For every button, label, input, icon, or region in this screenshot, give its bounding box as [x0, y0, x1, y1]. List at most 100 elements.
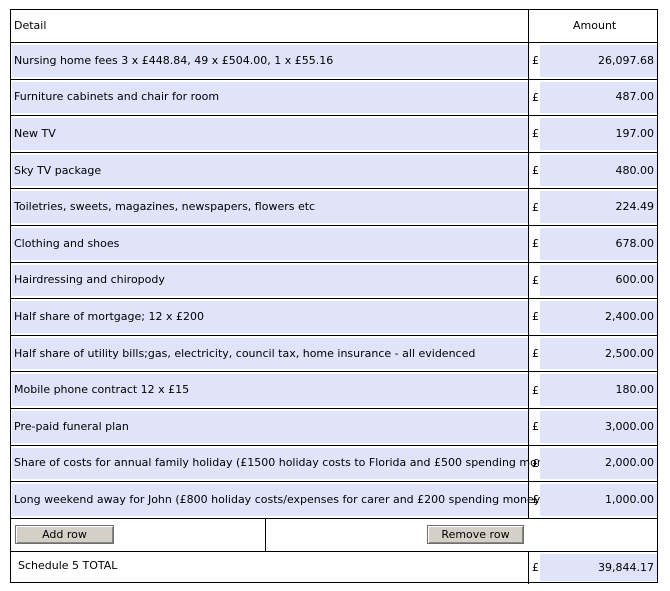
detail-field[interactable]: Nursing home fees 3 x £448.84, 49 x £504…	[12, 45, 529, 77]
total-amount-field: 39,844.17	[540, 554, 657, 581]
detail-text: Half share of utility bills;gas, electri…	[14, 346, 476, 360]
amount-field[interactable]: 487.00	[540, 81, 657, 114]
row-divider	[11, 261, 657, 263]
currency-symbol: £	[532, 383, 539, 397]
amount-field[interactable]: 180.00	[540, 374, 657, 406]
row-divider	[11, 481, 657, 483]
table-row: Hairdressing and chiropody £600.00	[11, 263, 657, 300]
currency-symbol: £	[532, 347, 539, 361]
row-divider	[11, 115, 657, 117]
amount-field[interactable]: 197.00	[540, 118, 657, 150]
table-row: Nursing home fees 3 x £448.84, 49 x £504…	[11, 43, 657, 80]
table-row: Long weekend away for John (£800 holiday…	[11, 482, 657, 519]
detail-text: Furniture cabinets and chair for room	[14, 90, 220, 104]
detail-text: Share of costs for annual family holiday…	[14, 456, 562, 470]
row-divider	[11, 334, 657, 336]
amount-value: 600.00	[615, 273, 655, 287]
detail-text: Toiletries, sweets, magazines, newspaper…	[14, 200, 316, 214]
detail-field[interactable]: Half share of mortgage; 12 x £200	[12, 301, 529, 333]
total-currency-symbol: £	[532, 561, 539, 574]
currency-symbol: £	[532, 420, 539, 434]
detail-field[interactable]: Mobile phone contract 12 x £15	[12, 374, 529, 406]
currency-symbol: £	[532, 164, 539, 178]
detail-text: Hairdressing and chiropody	[14, 273, 165, 287]
row-divider	[11, 407, 657, 409]
detail-text: Clothing and shoes	[14, 236, 120, 250]
table-row: Mobile phone contract 12 x £15 £180.00	[11, 372, 657, 409]
detail-field[interactable]: Hairdressing and chiropody	[12, 264, 529, 297]
detail-text: Pre-paid funeral plan	[14, 419, 129, 433]
total-divider	[11, 551, 657, 552]
detail-text: Nursing home fees 3 x £448.84, 49 x £504…	[14, 53, 334, 67]
row-divider	[11, 444, 657, 446]
detail-field[interactable]: Share of costs for annual family holiday…	[12, 447, 561, 480]
detail-field[interactable]: Sky TV package	[12, 154, 529, 187]
detail-text: Mobile phone contract 12 x £15	[14, 383, 190, 397]
amount-field[interactable]: 2,400.00	[540, 301, 657, 333]
currency-symbol: £	[532, 456, 539, 470]
amount-field[interactable]: 678.00	[540, 228, 657, 260]
detail-text: Long weekend away for John (£800 holiday…	[14, 492, 545, 506]
total-amount: 39,844.17	[598, 561, 654, 574]
amount-value: 1,000.00	[605, 492, 654, 506]
total-label: Schedule 5 TOTAL	[18, 559, 118, 572]
amount-value: 487.00	[615, 90, 655, 104]
row-divider	[11, 224, 657, 226]
detail-field[interactable]: Furniture cabinets and chair for room	[12, 81, 529, 114]
table-row: Toiletries, sweets, magazines, newspaper…	[11, 189, 657, 226]
currency-symbol: £	[532, 127, 539, 141]
schedule-table: Detail Amount Nursing home fees 3 x £448…	[10, 9, 658, 584]
detail-column-header: Detail	[14, 19, 47, 32]
currency-symbol: £	[532, 54, 539, 68]
amount-value: 26,097.68	[598, 53, 654, 67]
button-row-divider	[265, 518, 266, 551]
row-divider	[11, 151, 657, 153]
add-row-button[interactable]: Add row	[15, 525, 114, 544]
detail-text: Sky TV package	[14, 163, 102, 177]
currency-symbol: £	[532, 493, 539, 507]
column-divider-total	[528, 551, 529, 584]
currency-symbol: £	[532, 273, 539, 287]
detail-field[interactable]: Half share of utility bills;gas, electri…	[12, 337, 529, 370]
detail-field[interactable]: New TV	[12, 118, 529, 150]
detail-text: New TV	[14, 126, 56, 140]
header-divider	[11, 42, 657, 43]
detail-field[interactable]: Clothing and shoes	[12, 228, 529, 260]
currency-symbol: £	[532, 237, 539, 251]
table-row: Pre-paid funeral plan £3,000.00	[11, 409, 657, 446]
amount-value: 480.00	[615, 163, 655, 177]
currency-symbol: £	[532, 90, 539, 104]
table-row: Sky TV package £480.00	[11, 153, 657, 190]
amount-value: 3,000.00	[605, 419, 654, 433]
row-divider	[11, 517, 657, 519]
amount-field[interactable]: 2,000.00	[540, 447, 657, 480]
table-row: New TV £197.00	[11, 116, 657, 153]
amount-value: 224.49	[615, 200, 655, 214]
table-row: Share of costs for annual family holiday…	[11, 446, 657, 483]
row-divider	[11, 188, 657, 190]
row-divider	[11, 298, 657, 300]
amount-column-header: Amount	[573, 19, 617, 32]
amount-field[interactable]: 480.00	[540, 154, 657, 187]
row-divider	[11, 371, 657, 373]
amount-value: 678.00	[615, 236, 655, 250]
remove-row-button[interactable]: Remove row	[427, 525, 524, 544]
table-row: Furniture cabinets and chair for room £48…	[11, 80, 657, 117]
amount-field[interactable]: 224.49	[540, 191, 657, 223]
detail-field[interactable]: Toiletries, sweets, magazines, newspaper…	[12, 191, 529, 223]
table-row: Half share of utility bills;gas, electri…	[11, 336, 657, 373]
table-row: Half share of mortgage; 12 x £200 £2,400.…	[11, 299, 657, 336]
amount-field[interactable]: 1,000.00	[540, 484, 657, 516]
amount-field[interactable]: 3,000.00	[540, 411, 657, 443]
amount-field[interactable]: 2,500.00	[540, 337, 657, 370]
detail-text: Half share of mortgage; 12 x £200	[14, 309, 204, 323]
detail-field[interactable]: Pre-paid funeral plan	[12, 411, 529, 443]
amount-value: 2,400.00	[605, 309, 654, 323]
amount-value: 2,500.00	[605, 346, 654, 360]
amount-field[interactable]: 26,097.68	[540, 45, 657, 77]
column-divider	[528, 10, 529, 518]
detail-field[interactable]: Long weekend away for John (£800 holiday…	[12, 484, 545, 516]
amount-value: 2,000.00	[605, 456, 654, 470]
currency-symbol: £	[532, 200, 539, 214]
amount-field[interactable]: 600.00	[540, 264, 657, 297]
